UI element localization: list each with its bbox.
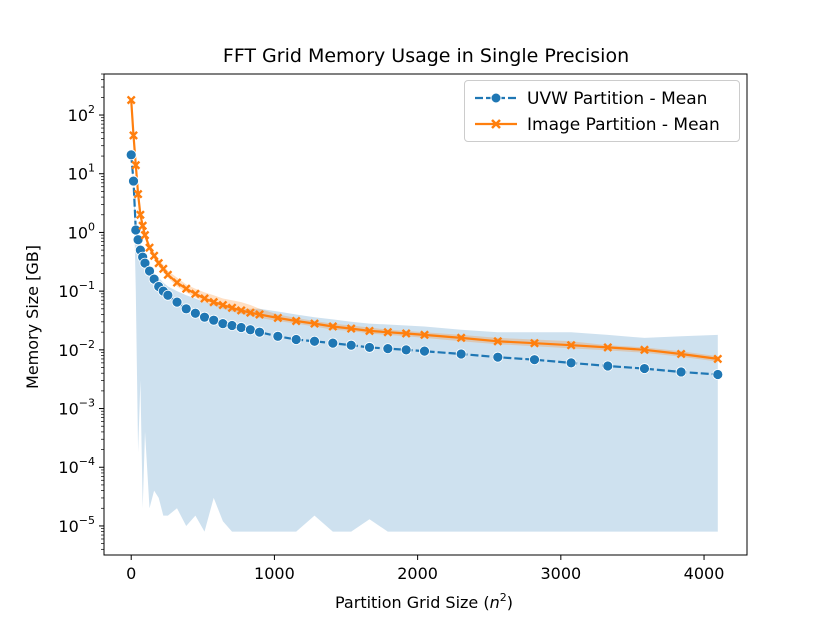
y-tick-label: 101 (68, 162, 95, 184)
uvw-point (603, 361, 613, 371)
uvw-point (190, 308, 200, 318)
uvw-point (245, 325, 255, 335)
y-tick-label: 100 (68, 220, 95, 242)
uvw-point (529, 355, 539, 365)
uvw-point (328, 338, 338, 348)
uvw-point (126, 150, 136, 160)
x-axis-ticks: 0 1000 2000 3000 4000 (126, 555, 724, 583)
y-axis-ticks: 10−5 10−4 10−3 10−2 10−1 100 101 102 (58, 74, 104, 549)
x-tick-label: 2000 (397, 564, 438, 583)
y-tick-label: 10−2 (58, 338, 95, 360)
x-tick-label: 1000 (254, 564, 295, 583)
uvw-point (713, 370, 723, 380)
y-tick-label: 10−5 (58, 514, 95, 536)
uvw-point (133, 235, 143, 245)
uvw-point (218, 319, 228, 329)
uvw-point (383, 344, 393, 354)
y-tick-label: 10−4 (58, 455, 95, 477)
uvw-point (181, 304, 191, 314)
uvw-point (291, 335, 301, 345)
legend-item-image: Image Partition - Mean (465, 112, 739, 138)
uvw-point (365, 342, 375, 352)
chart-title: FFT Grid Memory Usage in Single Precisio… (223, 45, 629, 67)
uvw-point (401, 345, 411, 355)
uvw-point (163, 290, 173, 300)
uvw-point (172, 297, 182, 307)
x-tick-label: 0 (126, 564, 136, 583)
uvw-point (566, 358, 576, 368)
uvw-point (676, 367, 686, 377)
uvw-point (346, 340, 356, 350)
uvw-point (131, 225, 141, 235)
legend-item-uvw: UVW Partition - Mean (465, 86, 739, 112)
legend-uvw-swatch (473, 88, 519, 108)
uvw-point (200, 312, 210, 322)
uvw-point (310, 336, 320, 346)
legend-image-swatch (473, 114, 519, 134)
uvw-point (209, 315, 219, 325)
uvw-point (129, 176, 139, 186)
x-axis-label: Partition Grid Size (n2) (335, 591, 513, 612)
legend-uvw-label: UVW Partition - Mean (527, 89, 707, 109)
y-tick-label: 102 (68, 103, 95, 125)
uvw-point (419, 346, 429, 356)
uvw-point (493, 352, 503, 362)
legend-image-label: Image Partition - Mean (527, 115, 720, 135)
x-tick-label: 3000 (540, 564, 581, 583)
y-axis-label: Memory Size [GB] (23, 245, 42, 389)
band-0 (131, 154, 718, 532)
y-tick-label: 10−1 (58, 279, 95, 301)
legend: UVW Partition - Mean Image Partition - M… (464, 80, 740, 142)
uvw-point (255, 327, 265, 337)
uvw-point (236, 323, 246, 333)
y-tick-label: 10−3 (58, 397, 95, 419)
x-tick-label: 4000 (684, 564, 725, 583)
uvw-point (273, 331, 283, 341)
uvw-point (639, 364, 649, 374)
uvw-point (227, 320, 237, 330)
confidence-bands (131, 99, 718, 532)
uvw-point (456, 349, 466, 359)
